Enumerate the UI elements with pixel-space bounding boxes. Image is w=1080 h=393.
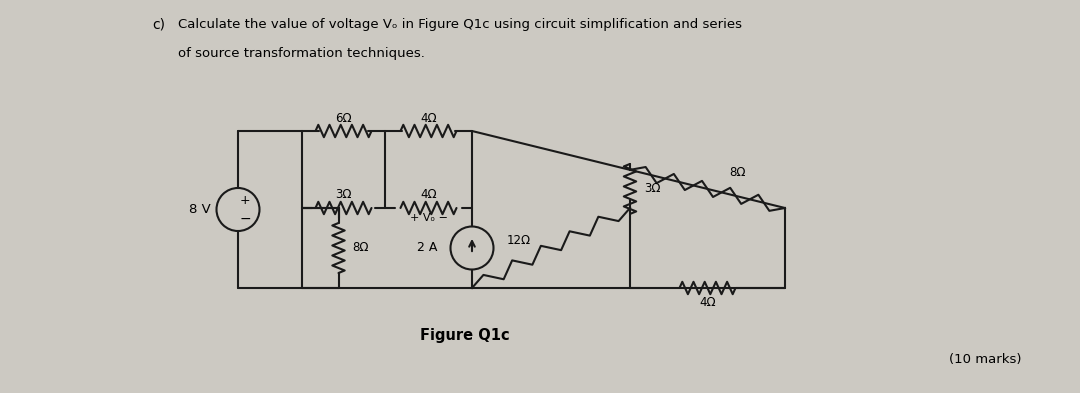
Text: 6Ω: 6Ω: [335, 112, 352, 125]
Text: 4Ω: 4Ω: [420, 189, 436, 202]
Text: 3Ω: 3Ω: [644, 182, 660, 195]
Text: 12Ω: 12Ω: [507, 235, 531, 248]
Text: Calculate the value of voltage Vₒ in Figure Q1c using circuit simplification and: Calculate the value of voltage Vₒ in Fig…: [178, 18, 742, 31]
Text: Figure Q1c: Figure Q1c: [420, 328, 510, 343]
Text: +: +: [240, 194, 251, 207]
Text: 2 A: 2 A: [417, 242, 437, 255]
Text: of source transformation techniques.: of source transformation techniques.: [178, 47, 424, 60]
Text: (10 marks): (10 marks): [948, 353, 1022, 366]
Text: 8 V: 8 V: [189, 203, 211, 216]
Text: 4Ω: 4Ω: [420, 112, 436, 125]
Text: + Vₒ −: + Vₒ −: [409, 213, 447, 223]
Text: 8Ω: 8Ω: [352, 242, 368, 255]
Text: 4Ω: 4Ω: [699, 296, 716, 310]
Text: 3Ω: 3Ω: [335, 189, 352, 202]
Text: c): c): [152, 18, 165, 32]
Text: 8Ω: 8Ω: [729, 166, 746, 180]
Text: −: −: [239, 211, 251, 226]
